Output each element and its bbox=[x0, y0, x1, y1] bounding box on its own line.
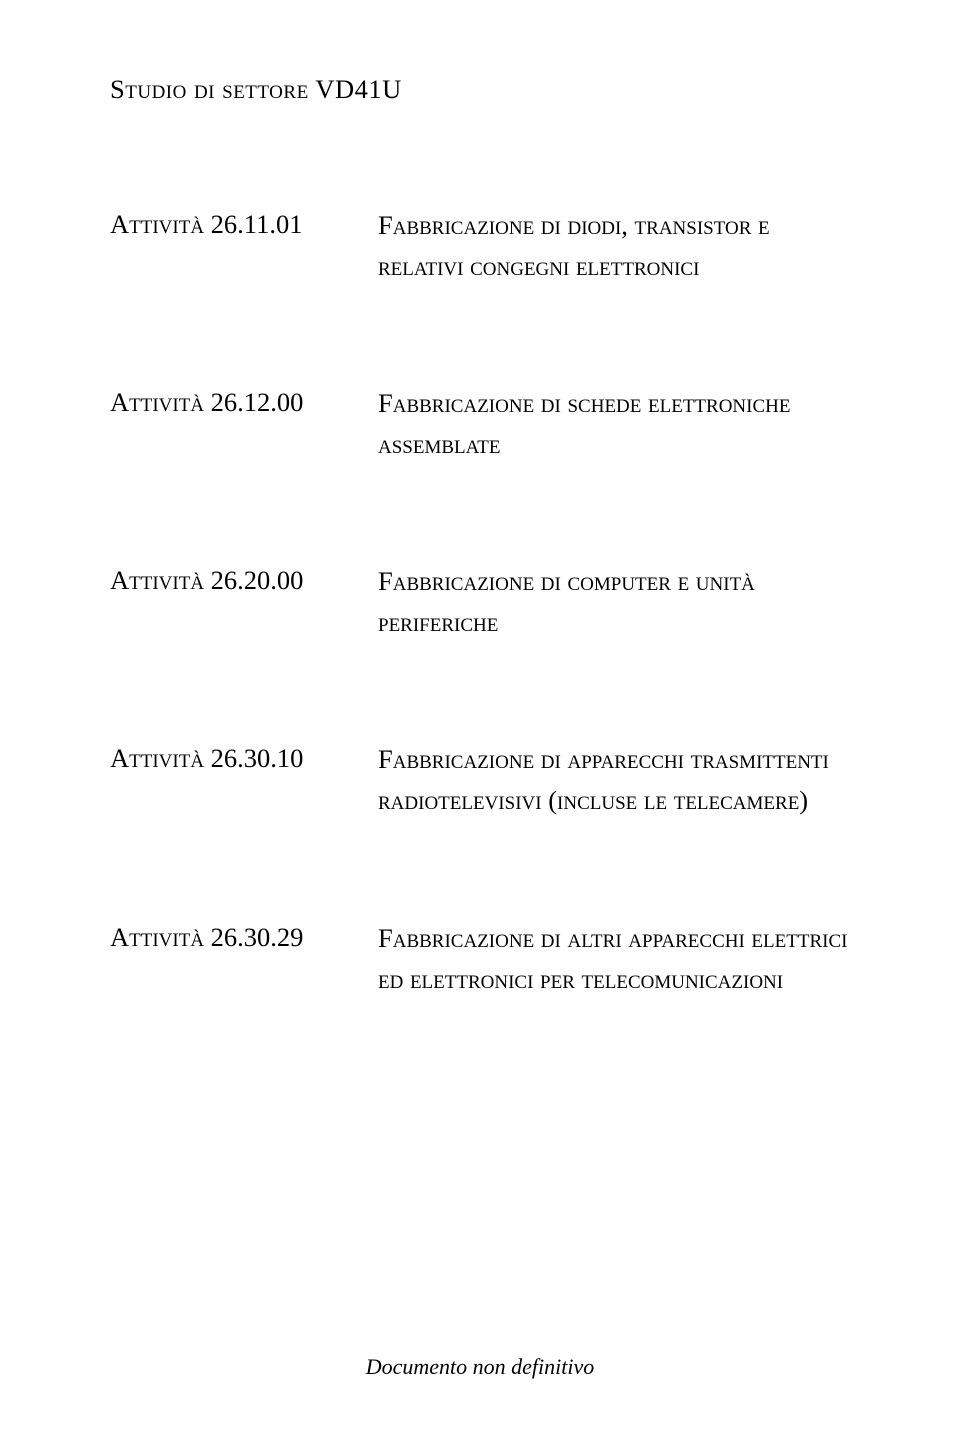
activity-description: Fabbricazione di schede elettroniche ass… bbox=[378, 383, 860, 465]
activity-description: Fabbricazione di computer e unità perife… bbox=[378, 561, 860, 643]
page-title: Studio di settore VD41U bbox=[110, 74, 860, 105]
activity-entry: Attività 26.20.00 Fabbricazione di compu… bbox=[110, 561, 860, 643]
activity-description: Fabbricazione di diodi, transistor e rel… bbox=[378, 205, 860, 287]
activity-code: Attività 26.11.01 bbox=[110, 205, 378, 245]
footer-note: Documento non definitivo bbox=[0, 1354, 960, 1380]
activity-description: Fabbricazione di altri apparecchi elettr… bbox=[378, 918, 860, 1000]
activity-entry: Attività 26.30.29 Fabbricazione di altri… bbox=[110, 918, 860, 1000]
activity-code: Attività 26.12.00 bbox=[110, 383, 378, 423]
activity-code: Attività 26.30.29 bbox=[110, 918, 378, 958]
activity-code: Attività 26.20.00 bbox=[110, 561, 378, 601]
activity-description: Fabbricazione di apparecchi trasmittenti… bbox=[378, 739, 860, 821]
activity-entry: Attività 26.30.10 Fabbricazione di appar… bbox=[110, 739, 860, 821]
document-page: Studio di settore VD41U Attività 26.11.0… bbox=[0, 0, 960, 1436]
activity-code: Attività 26.30.10 bbox=[110, 739, 378, 779]
activity-entry: Attività 26.11.01 Fabbricazione di diodi… bbox=[110, 205, 860, 287]
activity-entry: Attività 26.12.00 Fabbricazione di sched… bbox=[110, 383, 860, 465]
